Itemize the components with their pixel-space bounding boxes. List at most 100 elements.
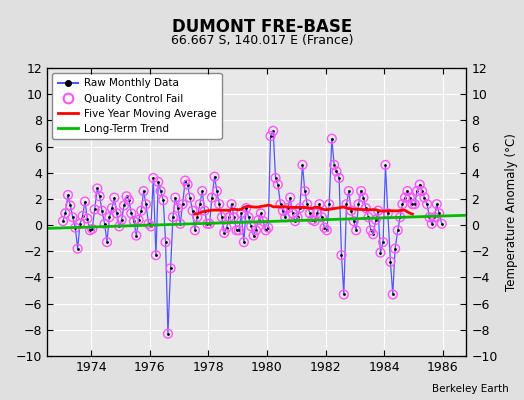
- Point: [159, 197, 168, 204]
- Point: [301, 188, 309, 194]
- Point: [438, 220, 446, 227]
- Point: [174, 205, 182, 211]
- Text: DUMONT FRE-BASE: DUMONT FRE-BASE: [172, 18, 352, 36]
- Point: [354, 201, 363, 207]
- Point: [76, 220, 84, 227]
- Point: [215, 201, 223, 207]
- Point: [154, 179, 162, 185]
- Point: [83, 215, 92, 222]
- Point: [115, 223, 124, 230]
- Point: [178, 201, 187, 207]
- Point: [235, 227, 243, 234]
- Point: [79, 213, 87, 219]
- Point: [432, 201, 441, 207]
- Point: [244, 214, 253, 220]
- Point: [105, 214, 114, 220]
- Point: [213, 188, 221, 194]
- Point: [435, 210, 443, 216]
- Point: [296, 205, 304, 211]
- Point: [325, 201, 333, 207]
- Point: [113, 210, 121, 216]
- Point: [205, 220, 214, 227]
- Point: [416, 181, 424, 188]
- Point: [288, 210, 297, 216]
- Point: [428, 220, 436, 227]
- Point: [413, 188, 421, 194]
- Point: [232, 227, 241, 234]
- Point: [123, 193, 131, 200]
- Point: [347, 208, 355, 214]
- Point: [398, 201, 407, 207]
- Point: [367, 227, 375, 234]
- Point: [183, 181, 192, 188]
- Point: [247, 223, 255, 230]
- Point: [117, 217, 126, 223]
- Point: [259, 218, 267, 224]
- Point: [257, 210, 265, 216]
- Point: [61, 210, 70, 216]
- Point: [237, 210, 245, 216]
- Point: [345, 188, 353, 194]
- Point: [152, 252, 160, 258]
- Point: [261, 227, 270, 234]
- Point: [411, 201, 419, 207]
- Point: [266, 133, 275, 139]
- Point: [149, 175, 158, 181]
- Point: [359, 194, 368, 201]
- Point: [305, 210, 314, 216]
- Point: [350, 218, 358, 224]
- Point: [310, 218, 319, 224]
- Point: [147, 223, 155, 230]
- Point: [167, 265, 175, 272]
- Point: [81, 198, 89, 205]
- Point: [283, 205, 292, 211]
- Point: [64, 192, 72, 198]
- Point: [120, 202, 128, 209]
- Point: [274, 181, 282, 188]
- Point: [230, 214, 238, 220]
- Point: [372, 217, 380, 223]
- Point: [401, 194, 409, 201]
- Point: [271, 175, 280, 181]
- Point: [337, 252, 346, 258]
- Point: [252, 227, 260, 234]
- Text: 66.667 S, 140.017 E (France): 66.667 S, 140.017 E (France): [171, 34, 353, 47]
- Point: [298, 162, 307, 168]
- Point: [340, 291, 348, 298]
- Point: [110, 194, 118, 201]
- Point: [127, 210, 136, 216]
- Point: [198, 188, 206, 194]
- Point: [352, 227, 361, 234]
- Point: [222, 224, 231, 231]
- Point: [264, 224, 272, 231]
- Point: [125, 197, 133, 204]
- Point: [208, 194, 216, 201]
- Point: [254, 217, 263, 223]
- Point: [161, 239, 170, 245]
- Point: [418, 188, 427, 194]
- Point: [88, 226, 96, 232]
- Point: [191, 227, 199, 234]
- Point: [137, 208, 146, 214]
- Point: [142, 201, 150, 207]
- Point: [396, 214, 405, 220]
- Point: [188, 208, 196, 214]
- Point: [220, 230, 228, 236]
- Point: [332, 168, 341, 175]
- Point: [169, 214, 177, 220]
- Point: [103, 239, 111, 245]
- Point: [293, 214, 302, 220]
- Y-axis label: Temperature Anomaly (°C): Temperature Anomaly (°C): [505, 133, 518, 291]
- Point: [135, 217, 143, 223]
- Point: [203, 220, 211, 227]
- Point: [291, 218, 299, 224]
- Point: [342, 201, 351, 207]
- Point: [91, 206, 99, 212]
- Point: [330, 162, 339, 168]
- Point: [318, 214, 326, 220]
- Point: [163, 330, 172, 337]
- Text: Berkeley Earth: Berkeley Earth: [432, 384, 508, 394]
- Point: [313, 210, 321, 216]
- Point: [369, 231, 377, 238]
- Point: [362, 205, 370, 211]
